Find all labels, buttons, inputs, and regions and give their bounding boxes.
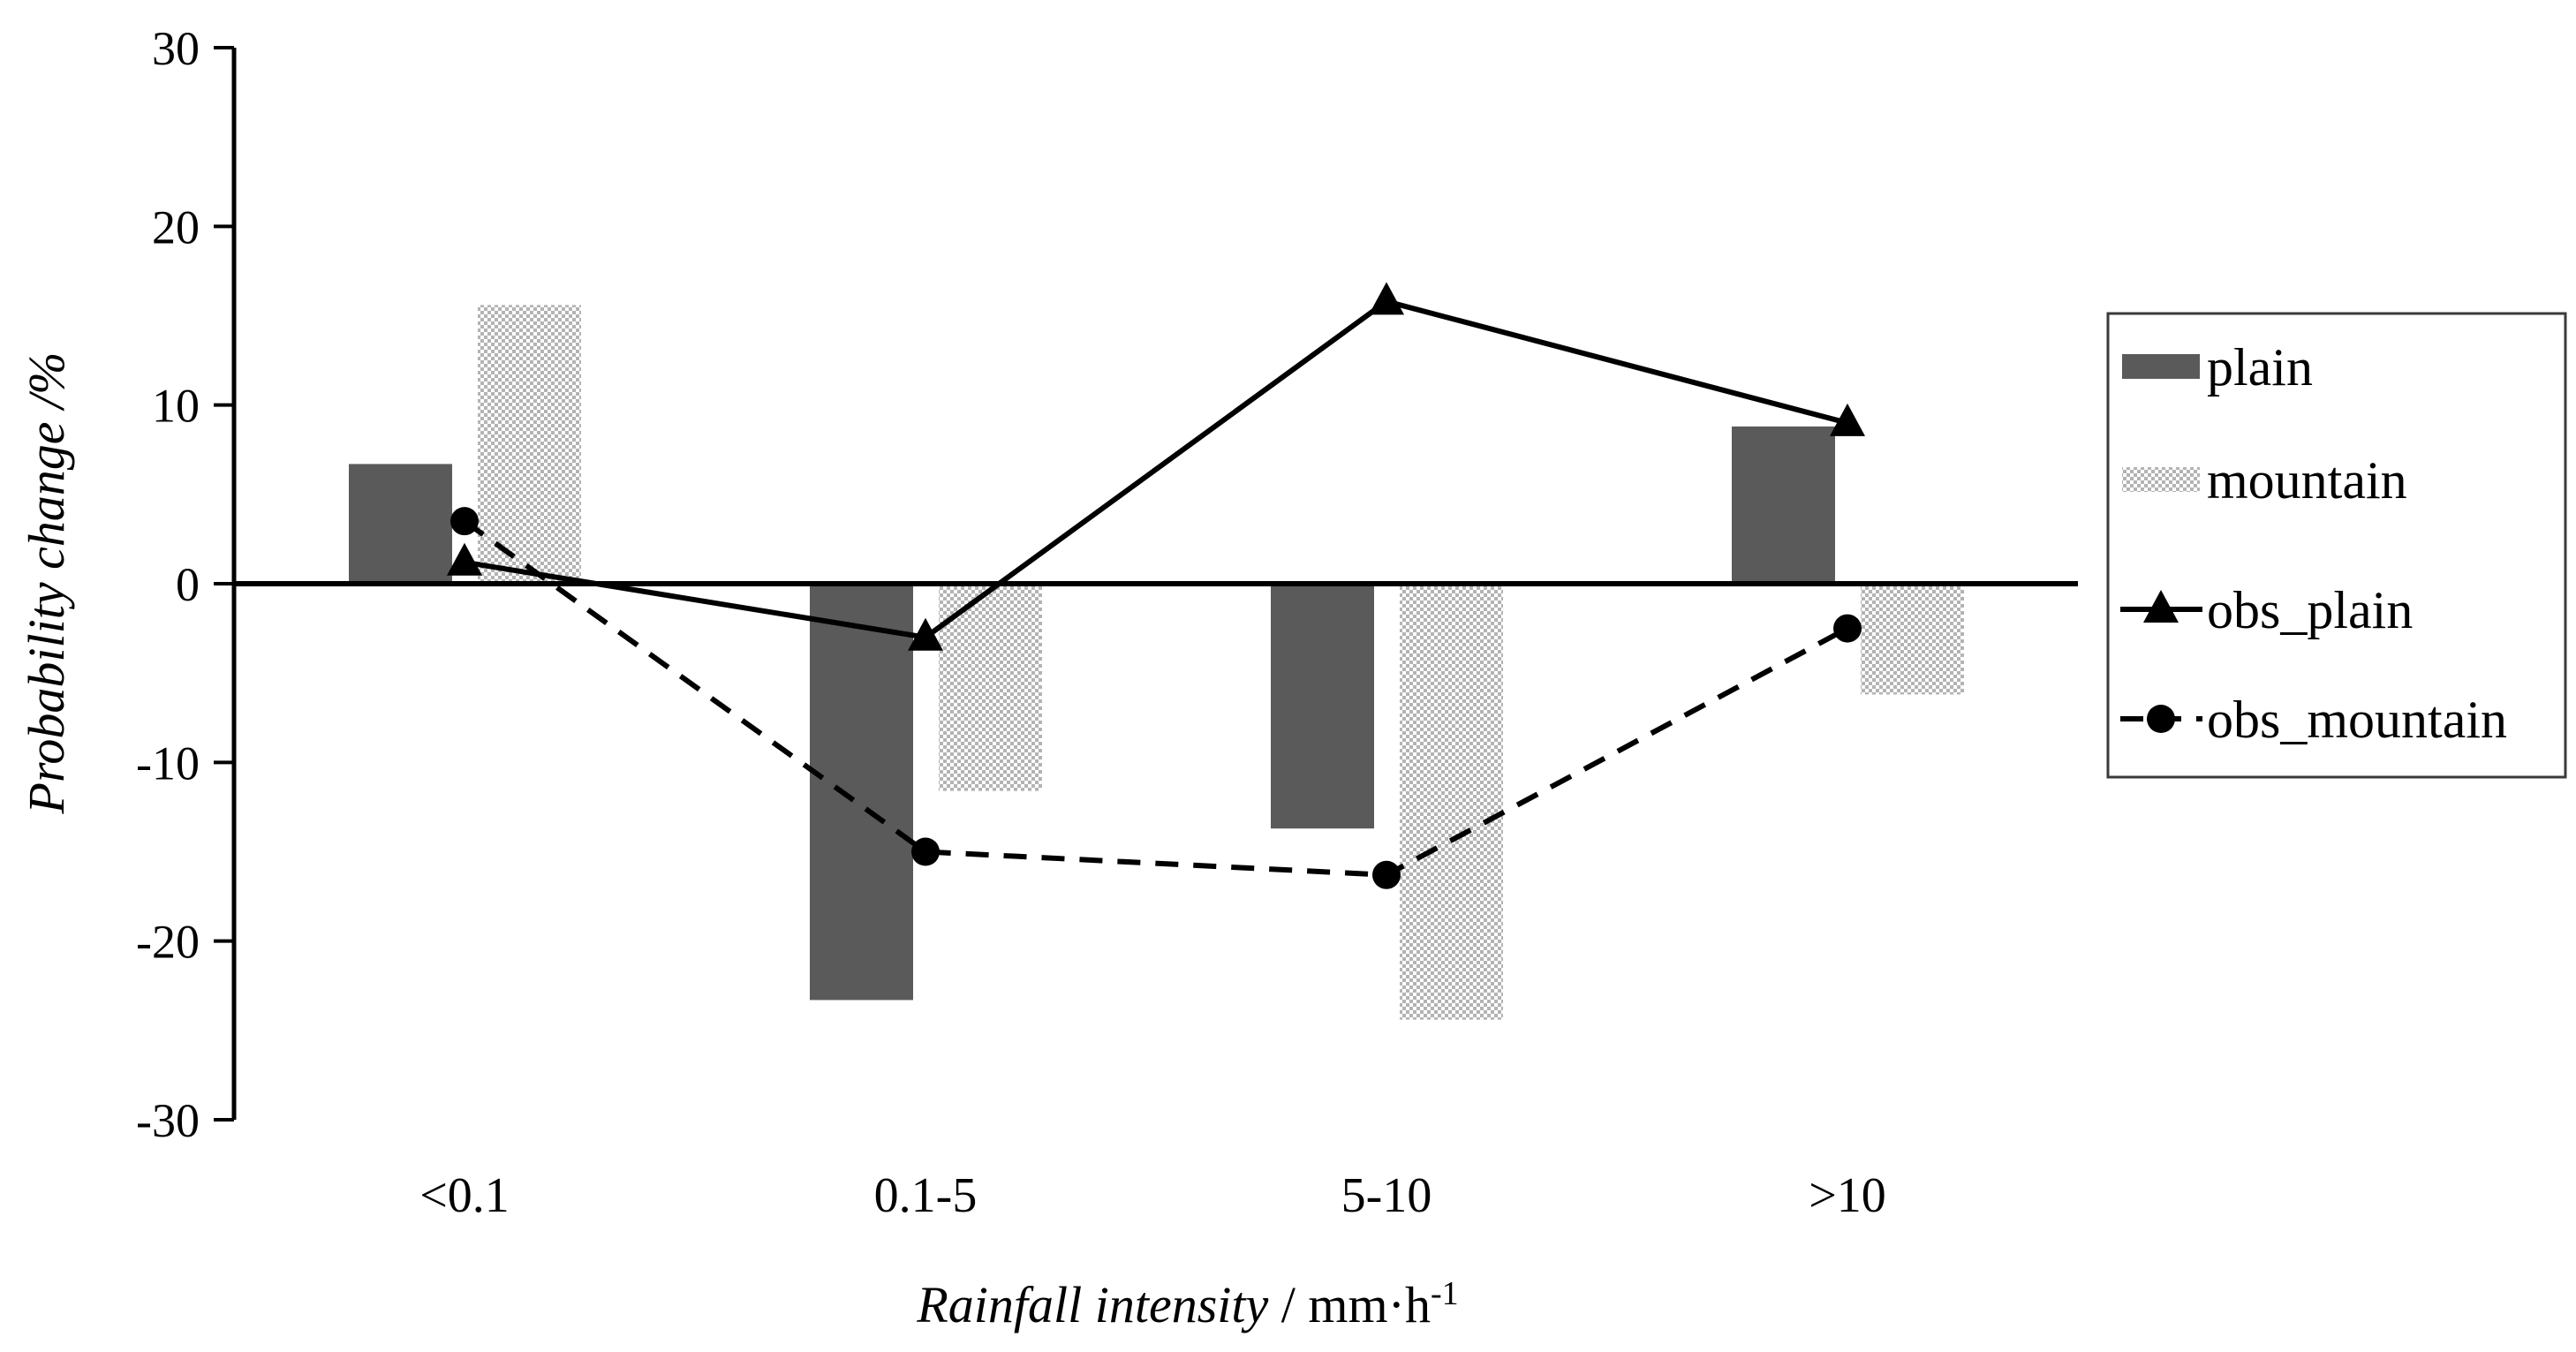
bar-mountain-0 <box>478 305 581 584</box>
legend-item-obs_mountain: obs_mountain <box>2120 691 2507 749</box>
axes-group <box>214 46 2078 1122</box>
y-tick-label: -30 <box>136 1094 200 1147</box>
y-tick-label: -20 <box>136 916 200 969</box>
marker-circle-obs_mountain-2 <box>1372 860 1401 889</box>
line-series-group <box>447 282 1865 889</box>
bar-plain-3 <box>1732 426 1835 584</box>
legend-swatch-plain <box>2122 354 2200 379</box>
legend-item-mountain: mountain <box>2122 451 2407 510</box>
bar-series-group <box>349 305 1964 1020</box>
legend-label-mountain: mountain <box>2207 451 2407 510</box>
x-category-label: >10 <box>1809 1168 1886 1223</box>
legend-marker-circle <box>2147 705 2175 733</box>
bar-plain-0 <box>349 464 452 584</box>
marker-circle-obs_mountain-0 <box>450 507 479 536</box>
bar-mountain-2 <box>1400 584 1503 1020</box>
line-obs_mountain <box>463 518 1849 878</box>
y-tick-label: 30 <box>152 22 200 75</box>
bar-plain-2 <box>1271 584 1374 829</box>
bar-mountain-3 <box>1861 584 1964 695</box>
bar-plain-1 <box>810 584 913 1001</box>
legend-swatch-mountain <box>2122 467 2200 492</box>
x-category-label: <0.1 <box>419 1168 510 1223</box>
y-tick-label: 10 <box>152 380 200 433</box>
marker-triangle-obs_plain-3 <box>1830 403 1865 436</box>
y-tick-label: 20 <box>152 200 200 253</box>
legend-marker-triangle <box>2143 590 2179 623</box>
line-obs_plain <box>464 298 1848 640</box>
marker-circle-obs_mountain-1 <box>911 837 940 866</box>
marker-triangle-obs_plain-0 <box>447 542 482 576</box>
legend-item-plain: plain <box>2122 338 2313 397</box>
legend-item-obs_plain: obs_plain <box>2120 581 2413 639</box>
legend-label-obs_plain: obs_plain <box>2207 581 2413 639</box>
y-tick-label: -10 <box>136 736 200 789</box>
y-axis-title: Probability change /% <box>18 352 75 815</box>
x-category-label: 0.1-5 <box>874 1168 978 1223</box>
legend-label-obs_mountain: obs_mountain <box>2207 691 2507 749</box>
legend-box <box>2106 312 2567 779</box>
legend-label-plain: plain <box>2207 338 2313 397</box>
marker-triangle-obs_plain-2 <box>1369 282 1404 315</box>
x-category-label: 5-10 <box>1341 1168 1432 1223</box>
y-tick-label: 0 <box>176 558 200 611</box>
marker-triangle-obs_plain-1 <box>908 617 943 651</box>
axis-tick-labels: 30 20 10 0 -10 -20 -30 <0.1 0.1-5 5-10 >10 <box>136 22 1886 1223</box>
legend: plain mountain obs_plain obs_mountain <box>2106 312 2567 779</box>
marker-circle-obs_mountain-3 <box>1833 614 1862 643</box>
x-axis-title: Rainfall intensity / mm·h-1 <box>916 1275 1458 1333</box>
